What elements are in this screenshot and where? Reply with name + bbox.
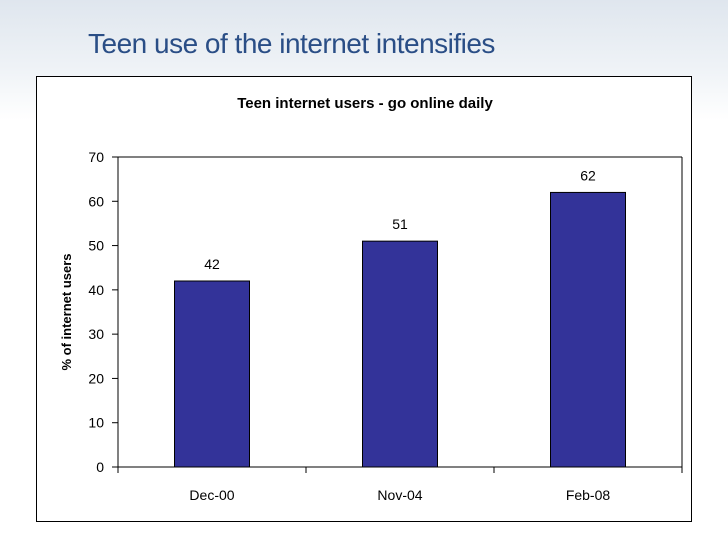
data-label: 51 <box>392 216 408 232</box>
bar-dec-00 <box>174 280 250 468</box>
y-tick-label: 30 <box>88 326 104 342</box>
y-tick-label: 70 <box>88 149 104 165</box>
x-tick-label: Feb-08 <box>566 487 611 503</box>
y-tick-label: 0 <box>96 459 104 475</box>
slide-title: Teen use of the internet intensifies <box>88 28 495 59</box>
x-tick-label: Dec-00 <box>189 487 234 503</box>
data-label: 62 <box>580 167 596 183</box>
y-tick-label: 40 <box>88 282 104 298</box>
y-axis-label: % of internet users <box>59 253 74 370</box>
bar-feb-08 <box>550 191 626 468</box>
data-label: 42 <box>204 256 220 272</box>
y-tick-label: 10 <box>88 415 104 431</box>
x-tick-label: Nov-04 <box>377 487 422 503</box>
chart-title: Teen internet users - go online daily <box>237 95 493 112</box>
y-tick-label: 60 <box>88 193 104 209</box>
y-tick-label: 50 <box>88 238 104 254</box>
y-tick-label: 20 <box>88 370 104 386</box>
bar-nov-04 <box>362 240 438 468</box>
